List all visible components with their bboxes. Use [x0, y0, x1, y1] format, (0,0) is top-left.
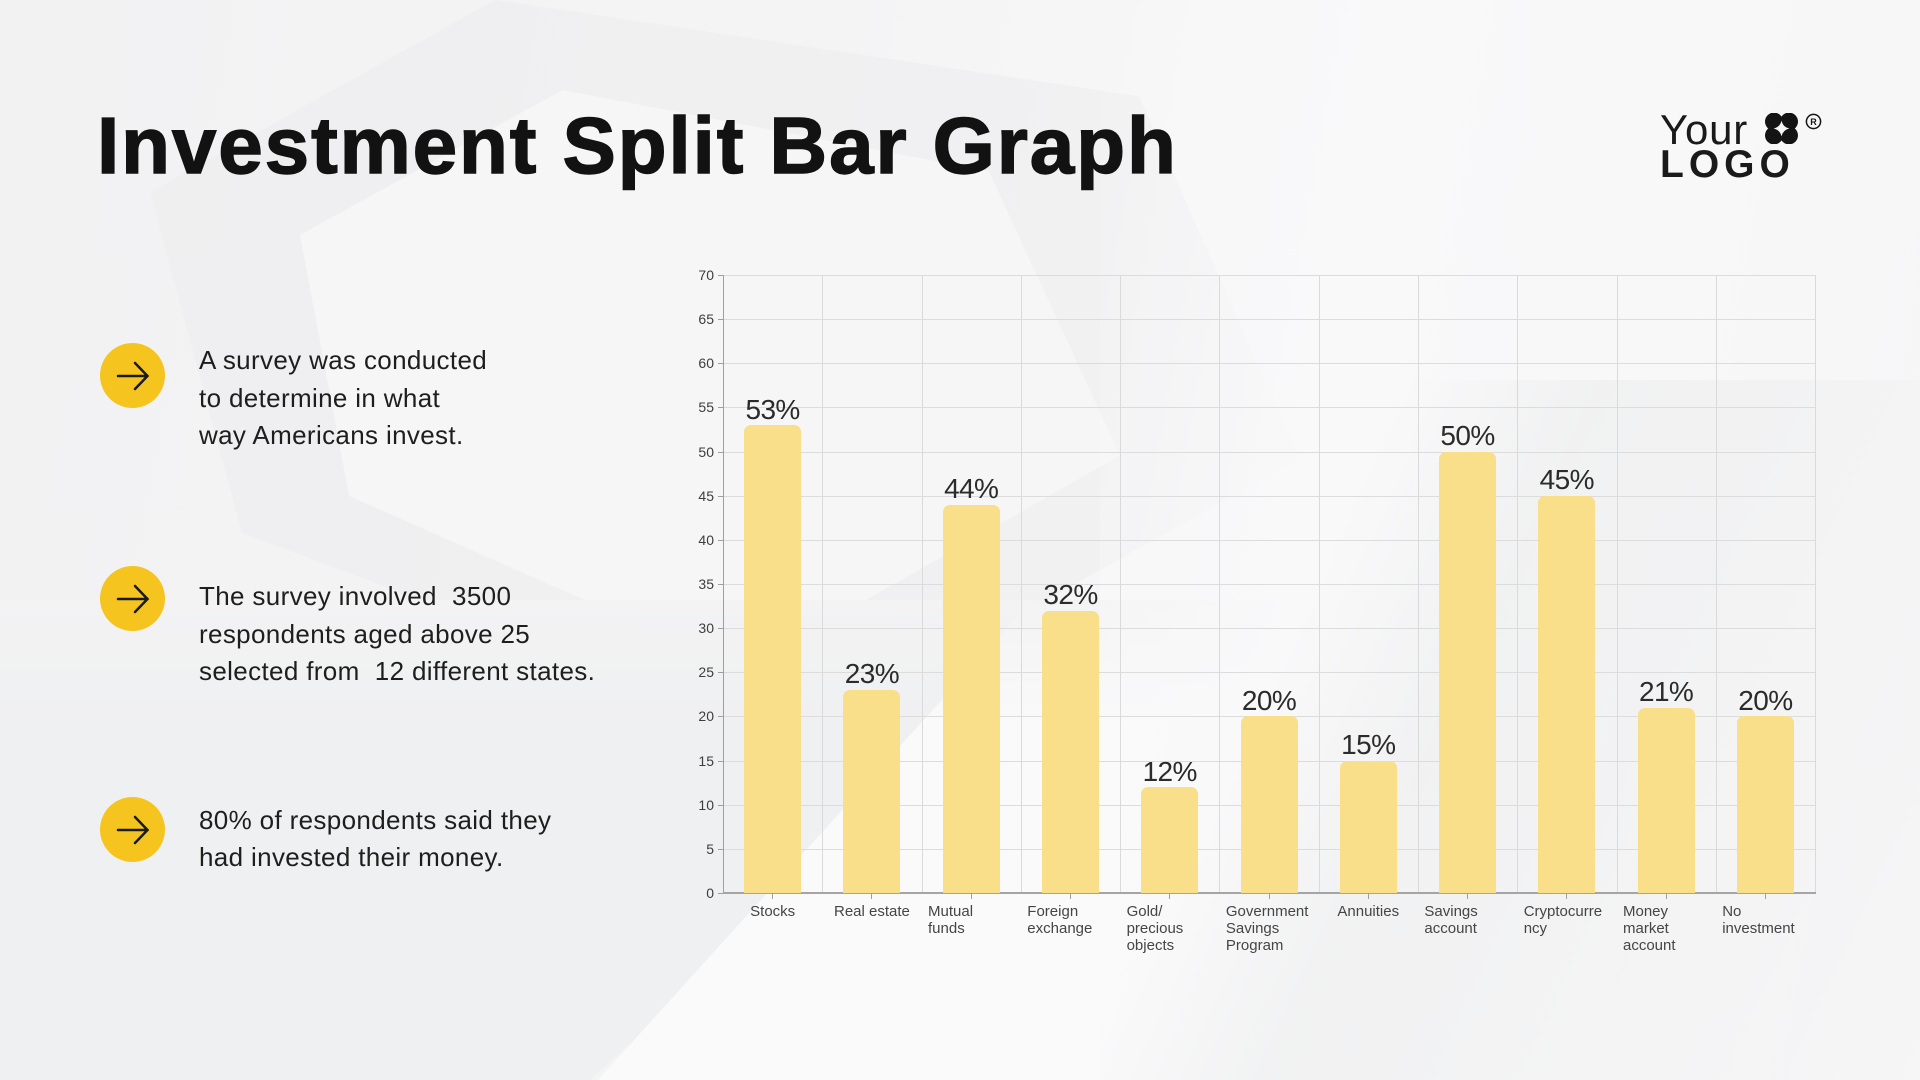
svg-text:R: R: [1810, 117, 1817, 127]
